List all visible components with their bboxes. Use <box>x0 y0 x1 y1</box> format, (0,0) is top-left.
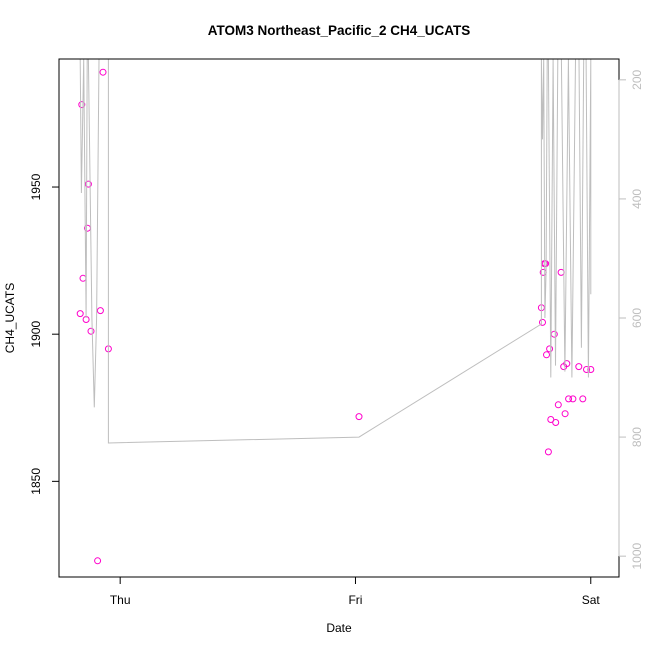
chart-title: ATOM3 Northeast_Pacific_2 CH4_UCATS <box>208 23 471 38</box>
data-point <box>84 180 92 188</box>
data-point <box>543 351 550 359</box>
data-point <box>544 448 552 456</box>
data-point <box>99 68 107 76</box>
data-point <box>569 395 577 403</box>
data-point <box>96 307 104 315</box>
data-point <box>355 413 363 421</box>
x-axis-label: Date <box>326 621 352 635</box>
data-point <box>554 401 562 409</box>
data-point <box>587 366 595 373</box>
plot-frame <box>58 58 620 578</box>
data-point <box>78 101 86 109</box>
y-axis: 1850 1900 1950 <box>29 173 60 495</box>
y2-tick-label: 200 <box>630 70 644 90</box>
data-point <box>76 310 84 318</box>
data-point <box>557 268 565 276</box>
data-point <box>87 327 95 335</box>
data-point <box>542 260 550 268</box>
x-tick-label: Sat <box>582 593 601 607</box>
data-point <box>565 395 573 403</box>
x-tick-label: Fri <box>348 593 362 607</box>
data-point <box>552 419 560 426</box>
line-layer <box>79 59 592 444</box>
y2-axis: 200 400 600 800 1000 <box>618 70 644 570</box>
series-line <box>79 59 592 444</box>
data-point <box>583 366 590 373</box>
x-tick-label: Thu <box>110 593 131 607</box>
y2-tick-label: 1000 <box>630 542 644 569</box>
data-point <box>563 360 571 368</box>
data-point <box>575 363 583 371</box>
y-tick-label: 1950 <box>29 173 43 200</box>
y2-tick-label: 400 <box>630 189 644 209</box>
y-axis-label: CH4_UCATS <box>3 283 17 353</box>
y2-tick-label: 800 <box>630 427 644 447</box>
data-point <box>561 410 569 418</box>
points-layer <box>76 68 595 565</box>
data-point <box>579 395 587 403</box>
data-point <box>539 318 546 326</box>
data-point <box>550 330 558 338</box>
data-point <box>94 557 102 565</box>
data-point <box>546 345 554 353</box>
data-point <box>547 416 555 423</box>
y2-tick-label: 600 <box>630 308 644 328</box>
y-tick-label: 1850 <box>29 468 43 495</box>
x-axis: Thu Fri Sat <box>110 576 601 607</box>
y-tick-label: 1900 <box>29 321 43 348</box>
data-point <box>79 274 87 282</box>
